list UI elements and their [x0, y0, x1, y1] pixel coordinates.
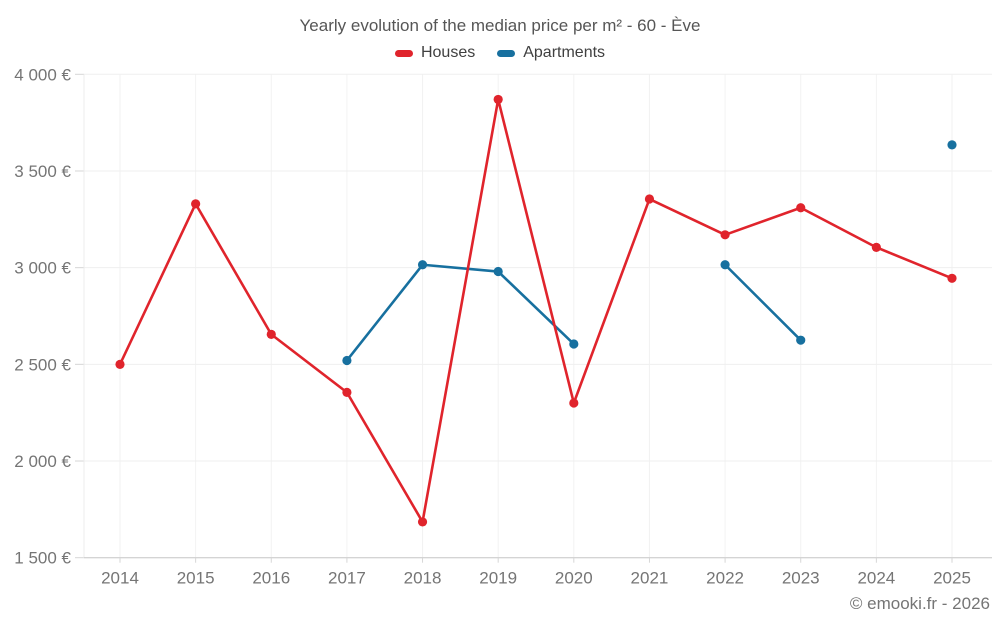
apartments-data-point [947, 140, 957, 150]
apartments-data-point [342, 355, 352, 366]
copyright-note: © emooki.fr - 2026 [849, 594, 990, 613]
y-tick-label: 2 000 € [14, 452, 71, 471]
y-tick-label: 4 000 € [14, 65, 71, 84]
y-tick-label: 3 500 € [14, 162, 71, 181]
x-tick-label: 2023 [782, 569, 820, 588]
y-tick-label: 3 000 € [14, 259, 71, 278]
houses-data-point [947, 273, 957, 283]
y-tick-label: 1 500 € [14, 549, 71, 568]
legend-swatch-houses [394, 49, 413, 57]
apartments-data-point [720, 260, 730, 270]
x-tick-label: 2017 [328, 569, 366, 588]
houses-data-point [644, 194, 655, 204]
apartments-series-line [723, 263, 803, 342]
legend-label: Houses [420, 44, 476, 61]
y-tick-label: 2 500 € [14, 355, 71, 374]
apartments-data-point [569, 339, 579, 349]
houses-data-point [569, 398, 579, 408]
chart-title: Yearly evolution of the median price per… [299, 16, 701, 35]
legend-label: Apartments [523, 44, 606, 61]
apartments-data-point [796, 335, 806, 345]
houses-data-point [720, 230, 730, 240]
houses-data-point [796, 203, 806, 213]
x-tick-label: 2021 [631, 569, 669, 588]
x-tick-label: 2025 [933, 569, 971, 588]
x-tick-label: 2022 [706, 569, 744, 588]
legend-item-apartments[interactable]: Apartments [497, 44, 605, 62]
x-tick-label: 2016 [252, 569, 290, 588]
apartments-series-line [345, 263, 576, 362]
x-tick-label: 2024 [857, 569, 895, 588]
x-tick-label: 2014 [101, 569, 139, 588]
houses-data-point [417, 517, 428, 527]
houses-data-point [191, 199, 201, 209]
houses-data-point [871, 242, 881, 252]
x-tick-label: 2019 [479, 569, 517, 588]
legend-item-houses[interactable]: Houses [394, 44, 476, 62]
legend-swatch-apartments [497, 49, 516, 57]
x-tick-label: 2015 [177, 569, 215, 588]
x-tick-label: 2018 [404, 569, 442, 588]
x-tick-label: 2020 [555, 569, 593, 588]
apartments-data-point [417, 260, 428, 270]
houses-data-point [342, 387, 352, 397]
houses-series-line [118, 98, 954, 524]
chart-legend: Houses Apartments [0, 44, 1000, 62]
houses-data-point [493, 94, 503, 105]
apartments-data-point [493, 266, 503, 277]
houses-data-point [115, 359, 125, 369]
houses-data-point [266, 329, 276, 339]
